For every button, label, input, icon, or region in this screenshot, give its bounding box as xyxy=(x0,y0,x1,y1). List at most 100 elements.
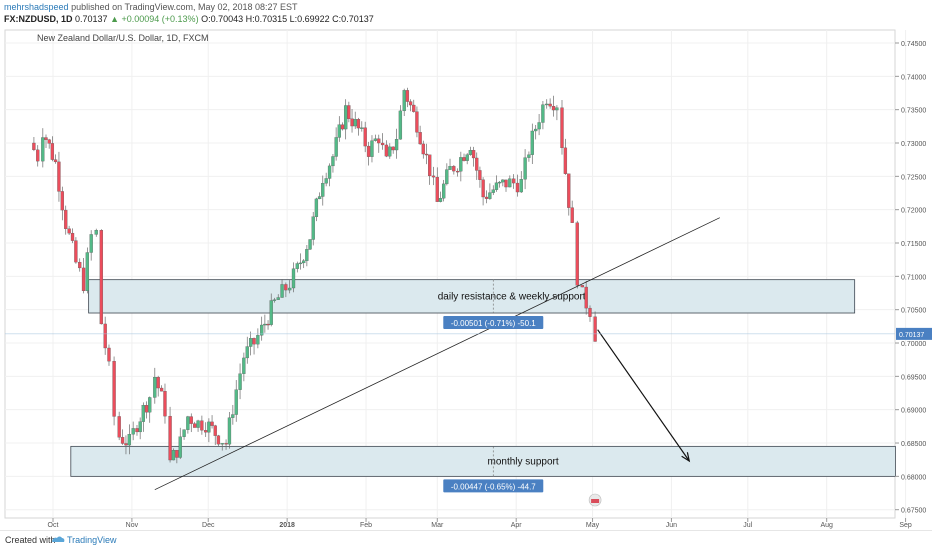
candle-body xyxy=(103,323,107,349)
candle-body xyxy=(67,228,71,234)
chart-drawings: -0.00501 (-0.71%) -50.1 -0.00447 (-0.65%)… xyxy=(5,217,895,507)
measure-label-bg xyxy=(443,316,544,330)
symbol-info: FX:NZDUSD, 1D 0.70137 ▲ +0.00094 (+0.13%… xyxy=(4,14,374,24)
candle-body xyxy=(519,179,523,193)
candle-body xyxy=(89,234,93,253)
candle-body xyxy=(41,137,45,162)
chart-axes: 0.74500 0.74000 0.73500 0.73000 0.72500 0.720… xyxy=(48,41,932,529)
candle-body xyxy=(575,222,579,286)
arrow-head xyxy=(681,452,691,463)
candle-body xyxy=(484,196,489,199)
candle-body xyxy=(415,111,419,133)
y-tick-label: 0.72000 xyxy=(901,208,926,215)
candle-body xyxy=(353,119,357,127)
x-tick-label: Mar xyxy=(431,522,444,529)
candle-body xyxy=(541,104,545,123)
candle-body xyxy=(405,90,410,102)
candle-body xyxy=(305,249,309,261)
candle-body xyxy=(398,110,403,140)
y-tick-label: 0.67500 xyxy=(901,508,926,515)
candle-body xyxy=(117,416,121,438)
candle-body xyxy=(193,423,197,428)
candle-body xyxy=(588,307,592,317)
candle-body xyxy=(227,417,232,445)
candle-body xyxy=(462,157,466,161)
candle-body xyxy=(141,405,145,422)
candle-body xyxy=(178,436,182,458)
candle-body xyxy=(276,297,280,300)
candle-body xyxy=(384,144,389,157)
candle-body xyxy=(527,154,531,158)
candle-body xyxy=(238,373,242,390)
candle-body xyxy=(344,105,348,130)
support-zone xyxy=(88,279,856,314)
candle-body xyxy=(216,435,221,445)
candle-body xyxy=(373,138,378,141)
candle-body xyxy=(327,165,332,179)
x-tick-label: Apr xyxy=(511,522,523,529)
candle-body xyxy=(207,421,211,433)
candle-body xyxy=(135,428,139,433)
candle-body xyxy=(534,128,538,132)
forecast-arrow xyxy=(597,329,690,462)
candle-body xyxy=(32,142,36,151)
candle-body xyxy=(260,324,264,336)
candle-body xyxy=(340,124,345,130)
candle-body xyxy=(494,182,499,190)
candle-body xyxy=(131,428,135,435)
candle-body xyxy=(337,124,341,138)
candle-body xyxy=(159,387,164,392)
tradingview-logo-icon xyxy=(52,536,65,542)
y-tick-label: 0.71000 xyxy=(901,274,926,281)
candle-body xyxy=(580,285,585,288)
x-tick-label: Jun xyxy=(666,522,677,529)
last-price: 0.70137 xyxy=(75,14,108,24)
y-tick-label: 0.69000 xyxy=(901,408,926,415)
candle-body xyxy=(324,178,328,184)
candle-body xyxy=(504,179,508,188)
candle-body xyxy=(311,216,315,240)
candle-body xyxy=(220,443,224,445)
candle-body xyxy=(334,137,338,157)
candle-body xyxy=(567,173,571,208)
candle-body xyxy=(452,166,456,172)
candle-body xyxy=(44,137,48,140)
chart-title: New Zealand Dollar/U.S. Dollar, 1D, FXCM xyxy=(37,33,209,43)
candle-body xyxy=(424,153,429,156)
chart-canvas[interactable]: daily resistance & weekly support monthly… xyxy=(0,26,932,530)
candle-body xyxy=(60,191,64,211)
candle-body xyxy=(213,425,217,436)
candle-body xyxy=(445,169,449,185)
y-tick-label: 0.74000 xyxy=(901,74,926,81)
candle-body xyxy=(448,166,452,170)
candle-body xyxy=(186,416,190,430)
candle-body xyxy=(302,260,306,264)
candle-body xyxy=(85,252,90,292)
author-link[interactable]: mehrshadspeed xyxy=(4,2,69,12)
y-tick-label: 0.74500 xyxy=(901,41,926,48)
candle-body xyxy=(196,420,200,428)
candle-body xyxy=(475,157,479,171)
candle-body xyxy=(50,143,55,160)
candle-body xyxy=(280,284,284,298)
candle-body xyxy=(252,338,256,345)
candle-body xyxy=(523,157,527,180)
candle-body xyxy=(263,323,267,326)
candle-body xyxy=(465,154,469,161)
candle-body xyxy=(418,132,422,145)
support-zone xyxy=(70,445,896,477)
x-tick-label: Dec xyxy=(202,522,215,529)
candle-body xyxy=(511,178,516,184)
candle-body xyxy=(563,147,568,174)
price-zones: daily resistance & weekly support monthly… xyxy=(70,279,896,477)
candle-body xyxy=(94,230,98,235)
tradingview-brand[interactable]: TradingView xyxy=(67,535,117,545)
y-tick-label: 0.73500 xyxy=(901,108,926,115)
y-tick-label: 0.68000 xyxy=(901,474,926,481)
candle-body xyxy=(347,105,351,119)
candle-body xyxy=(481,179,485,198)
candle-body xyxy=(163,391,167,417)
candle-body xyxy=(245,346,249,359)
zone-label: monthly support xyxy=(488,456,559,467)
candle-body xyxy=(515,182,520,193)
